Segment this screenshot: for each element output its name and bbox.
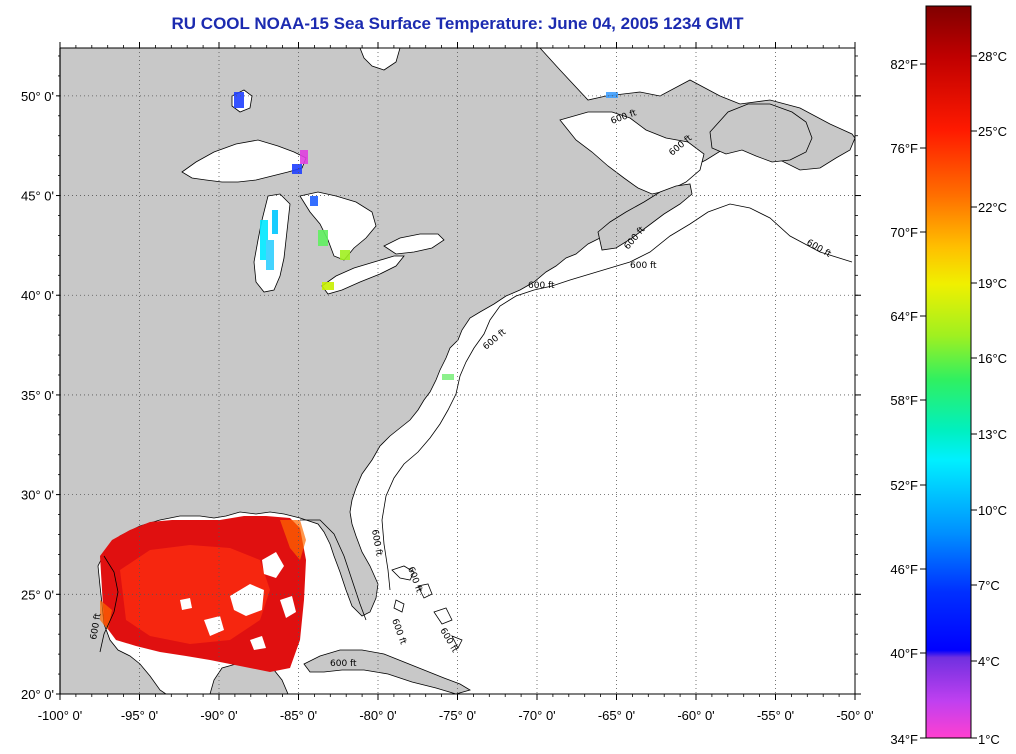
lon-tick-label: -75° 0' bbox=[439, 708, 476, 723]
longitude-axis: -100° 0' -95° 0' -90° 0' -85° 0' -80° 0' -75°… bbox=[38, 42, 874, 723]
lake-ontario bbox=[383, 233, 445, 255]
lon-tick-label: -85° 0' bbox=[280, 708, 317, 723]
map-title: RU COOL NOAA-15 Sea Surface Temperature:… bbox=[171, 14, 744, 33]
gulf-sst-edge bbox=[100, 520, 306, 630]
colorbar-f-label: 40°F bbox=[890, 646, 918, 661]
lon-tick-label: -95° 0' bbox=[121, 708, 158, 723]
colorbar-f-label: 46°F bbox=[890, 562, 918, 577]
isobath-label: 600 ft bbox=[369, 529, 384, 557]
colorbar bbox=[925, 5, 972, 739]
colorbar-c-label: 10°C bbox=[978, 503, 1007, 518]
water-gulf-st-lawrence bbox=[559, 111, 705, 195]
lon-tick-label: -80° 0' bbox=[359, 708, 396, 723]
latitude-axis: 50° 0' 45° 0' 40° 0' 35° 0' 30° 0' 25° 0' 20° … bbox=[21, 55, 861, 702]
isobath-label: 600 ft bbox=[330, 659, 357, 669]
lat-tick-label: 40° 0' bbox=[21, 288, 54, 303]
lake-erie bbox=[321, 255, 405, 295]
isobath-600ft bbox=[381, 203, 853, 591]
lon-tick-label: -90° 0' bbox=[200, 708, 237, 723]
colorbar-f-label: 52°F bbox=[890, 478, 918, 493]
colorbar-f-label: 58°F bbox=[890, 393, 918, 408]
lat-tick-label: 30° 0' bbox=[21, 488, 54, 503]
land-north-america bbox=[60, 48, 855, 694]
lon-tick-label: -70° 0' bbox=[518, 708, 555, 723]
colorbar-c-label: 1°C bbox=[978, 732, 1000, 747]
isobath-gulf bbox=[99, 519, 367, 653]
lon-tick-label: -60° 0' bbox=[677, 708, 714, 723]
colorbar-c-label: 25°C bbox=[978, 124, 1007, 139]
lon-tick-label: -50° 0' bbox=[836, 708, 873, 723]
lat-tick-label: 45° 0' bbox=[21, 189, 54, 204]
isobath-label: 600 ft bbox=[528, 281, 555, 291]
colorbar-f-label: 76°F bbox=[890, 141, 918, 156]
isobath-label: 600 ft bbox=[89, 612, 104, 640]
colorbar-f-label: 82°F bbox=[890, 57, 918, 72]
colorbar-c-label: 13°C bbox=[978, 427, 1007, 442]
lon-tick-label: -65° 0' bbox=[598, 708, 635, 723]
map-gridlines bbox=[60, 48, 855, 694]
lon-tick-label: -55° 0' bbox=[757, 708, 794, 723]
lon-tick-label: -100° 0' bbox=[38, 708, 83, 723]
gulf-sst-warm-core bbox=[120, 545, 270, 644]
land-newfoundland bbox=[709, 103, 813, 163]
colorbar-f-label: 70°F bbox=[890, 225, 918, 240]
colorbar-c-label: 28°C bbox=[978, 49, 1007, 64]
gulf-cloud-gaps bbox=[180, 552, 296, 650]
lake-huron bbox=[299, 191, 377, 261]
water-james-bay bbox=[359, 48, 401, 71]
land-cuba bbox=[303, 649, 471, 694]
colorbar-c-label: 16°C bbox=[978, 351, 1007, 366]
colorbar-f-label: 64°F bbox=[890, 309, 918, 324]
colorbar-c-label: 19°C bbox=[978, 276, 1007, 291]
lat-tick-label: 20° 0' bbox=[21, 687, 54, 702]
colorbar-c-label: 4°C bbox=[978, 654, 1000, 669]
land-nova-scotia bbox=[597, 183, 693, 251]
colorbar-c-label: 7°C bbox=[978, 578, 1000, 593]
lat-tick-label: 35° 0' bbox=[21, 388, 54, 403]
colorbar-fahrenheit-labels: 82°F 76°F 70°F 64°F 58°F 52°F 46°F 40°F 34°F bbox=[890, 57, 926, 747]
lat-tick-label: 50° 0' bbox=[21, 89, 54, 104]
isobath-label: 600 ft bbox=[630, 261, 657, 271]
lake-sst-patches bbox=[234, 92, 618, 380]
colorbar-c-label: 22°C bbox=[978, 200, 1007, 215]
colorbar-celsius-labels: 28°C 25°C 22°C 19°C 16°C 13°C 10°C 7°C 4°C 1°C bbox=[971, 49, 1007, 747]
colorbar-f-label: 34°F bbox=[890, 732, 918, 747]
lat-tick-label: 25° 0' bbox=[21, 587, 54, 602]
